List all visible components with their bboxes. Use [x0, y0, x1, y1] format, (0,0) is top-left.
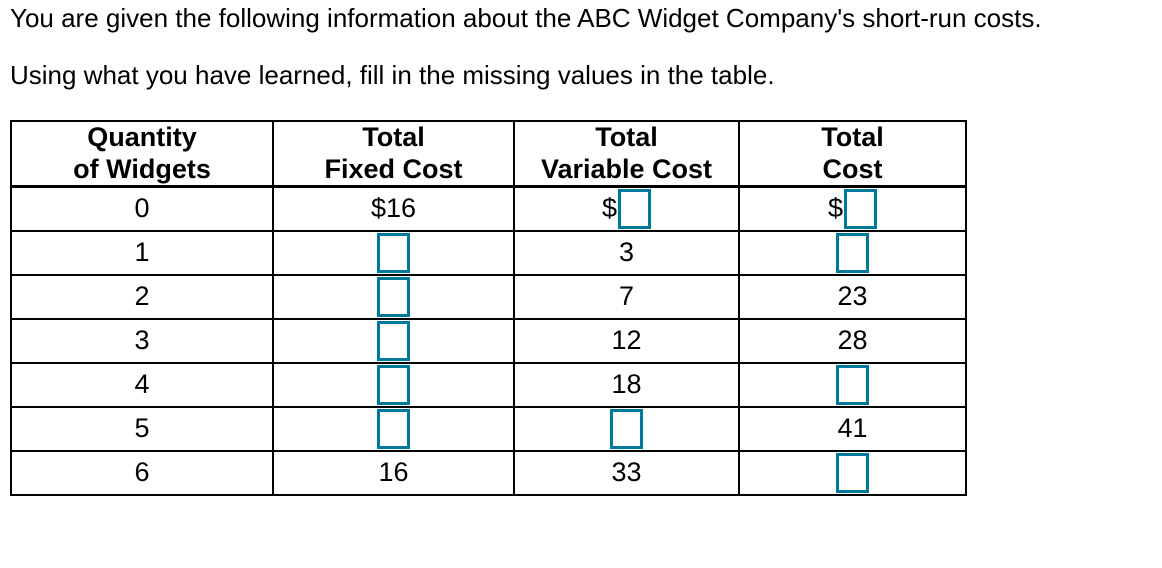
table-row-quantity-2: 2 7 23	[10, 273, 967, 320]
intro-line-2: Using what you have learned, fill in the…	[10, 60, 775, 90]
column-header-line2: Variable Cost	[540, 153, 713, 184]
cell-total-variable-cost: 18	[513, 361, 740, 408]
input-cell-group	[836, 364, 869, 405]
input-cell-group	[377, 364, 410, 405]
cell-total-cost: $	[738, 185, 967, 232]
input-total-fixed-cost[interactable]	[377, 364, 410, 405]
cell-total-cost: 23	[738, 273, 967, 320]
dollar-sign: $	[827, 193, 844, 224]
input-total-fixed-cost[interactable]	[377, 276, 410, 317]
input-cell-group	[377, 232, 410, 273]
input-total-variable-cost[interactable]	[618, 188, 652, 229]
cell-total-variable-cost: 7	[513, 273, 740, 320]
cell-quantity: 0	[10, 185, 274, 232]
cell-total-fixed-cost	[272, 405, 515, 452]
column-header-line2: Fixed Cost	[324, 153, 463, 184]
input-cell-group: $	[601, 188, 652, 229]
cell-total-variable-cost	[513, 405, 740, 452]
input-total-cost[interactable]	[844, 188, 878, 229]
cell-total-fixed-cost: 16	[272, 449, 515, 496]
table-header-row: Quantity of Widgets Total Fixed Cost Total Va…	[10, 120, 967, 189]
input-cell-group	[610, 408, 643, 449]
table-row-quantity-5: 5 41	[10, 405, 967, 452]
cell-total-cost	[738, 229, 967, 276]
cell-total-fixed-cost	[272, 229, 515, 276]
cell-total-cost: 28	[738, 317, 967, 364]
cell-quantity: 1	[10, 229, 274, 276]
column-header-total-cost: Total Cost	[738, 120, 967, 189]
input-cell-group	[377, 276, 410, 317]
table-row-quantity-0: 0 $16 $ $	[10, 185, 967, 232]
column-header-line2: Cost	[822, 153, 883, 184]
cell-quantity: 2	[10, 273, 274, 320]
table-row-quantity-6: 6 16 33	[10, 449, 967, 496]
column-header-total-variable-cost: Total Variable Cost	[513, 120, 740, 189]
input-cell-group	[836, 452, 869, 493]
cell-total-fixed-cost: $16	[272, 185, 515, 232]
cell-total-cost	[738, 361, 967, 408]
input-cell-group	[836, 232, 869, 273]
cell-total-variable-cost: 12	[513, 317, 740, 364]
column-header-line1: Total	[362, 122, 425, 152]
intro-line-1: You are given the following information …	[10, 3, 1042, 33]
input-total-fixed-cost[interactable]	[377, 320, 410, 361]
input-total-cost[interactable]	[836, 452, 869, 493]
table-row-quantity-4: 4 18	[10, 361, 967, 408]
input-total-fixed-cost[interactable]	[377, 408, 410, 449]
column-header-quantity: Quantity of Widgets	[10, 120, 274, 189]
cell-total-fixed-cost	[272, 273, 515, 320]
column-header-total-fixed-cost: Total Fixed Cost	[272, 120, 515, 189]
column-header-line1: Quantity	[87, 122, 197, 152]
column-header-line2: of Widgets	[73, 153, 211, 184]
input-cell-group	[377, 408, 410, 449]
cell-quantity: 5	[10, 405, 274, 452]
short-run-costs-table: Quantity of Widgets Total Fixed Cost Total Va…	[10, 120, 967, 496]
cell-quantity: 3	[10, 317, 274, 364]
cell-total-variable-cost: 33	[513, 449, 740, 496]
cell-total-fixed-cost	[272, 317, 515, 364]
dollar-sign: $	[601, 193, 618, 224]
input-total-cost[interactable]	[836, 364, 869, 405]
column-header-line1: Total	[595, 122, 658, 152]
cell-total-cost: 41	[738, 405, 967, 452]
input-total-variable-cost[interactable]	[610, 408, 643, 449]
cell-total-variable-cost: $	[513, 185, 740, 232]
input-total-cost[interactable]	[836, 232, 869, 273]
table-row-quantity-3: 3 12 28	[10, 317, 967, 364]
cell-total-cost	[738, 449, 967, 496]
input-cell-group: $	[827, 188, 878, 229]
cell-total-fixed-cost	[272, 361, 515, 408]
input-cell-group	[377, 320, 410, 361]
cell-total-variable-cost: 3	[513, 229, 740, 276]
column-header-line1: Total	[821, 122, 884, 152]
input-total-fixed-cost[interactable]	[377, 232, 410, 273]
cell-quantity: 4	[10, 361, 274, 408]
cell-quantity: 6	[10, 449, 274, 496]
